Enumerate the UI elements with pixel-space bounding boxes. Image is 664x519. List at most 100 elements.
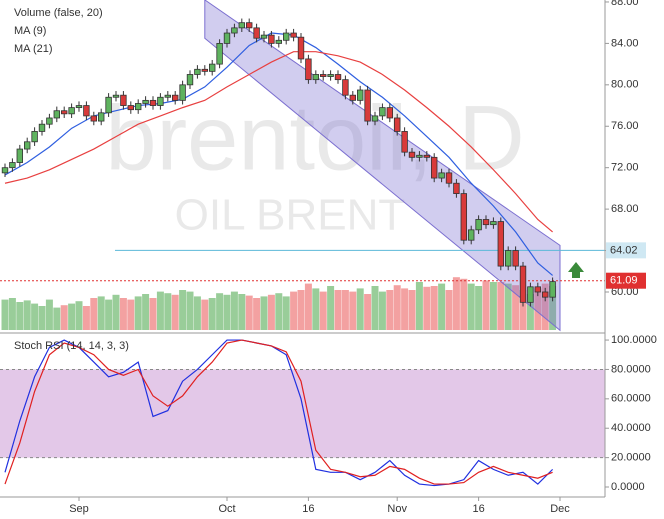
volume-bar — [541, 283, 549, 330]
trend-channel — [204, 0, 561, 332]
candle-body — [105, 96, 112, 114]
volume-bar — [423, 286, 431, 330]
candle-body — [275, 39, 283, 44]
volume-bar — [105, 299, 113, 330]
volume-bar — [401, 288, 409, 330]
y-tick-label: 88.00 — [611, 0, 639, 8]
candle-body — [438, 172, 445, 179]
candle-body — [231, 27, 238, 34]
candle-body — [305, 58, 312, 81]
y-tick-label: 72.00 — [611, 162, 639, 174]
y-tick-label: 80.0000 — [611, 363, 651, 375]
volume-bar — [267, 294, 275, 330]
candle-body — [201, 68, 209, 72]
y-tick-label: 84.00 — [611, 37, 639, 49]
candle-body — [216, 42, 223, 65]
volume-bar — [460, 278, 468, 330]
candle-body — [98, 112, 105, 122]
candle-body — [482, 219, 490, 226]
volume-bar — [512, 285, 520, 330]
volume-bar — [475, 286, 483, 330]
price-tag-label: 64.02 — [610, 244, 638, 256]
volume-bar — [23, 300, 31, 330]
x-tick-label: 16 — [302, 503, 314, 515]
candle-body — [46, 117, 53, 125]
candle-body — [16, 148, 24, 163]
x-tick-label: 16 — [472, 503, 484, 515]
volume-bar — [179, 290, 187, 330]
volume-bar — [75, 301, 83, 330]
x-tick-label: Sep — [69, 503, 89, 515]
volume-bar — [112, 294, 120, 330]
y-tick-label: 40.0000 — [611, 422, 651, 434]
volume-bar — [341, 290, 349, 330]
candle-body — [490, 221, 497, 226]
candle-body — [408, 151, 416, 158]
volume-bar — [8, 298, 16, 330]
candle-body — [342, 79, 349, 96]
volume-bar — [430, 286, 438, 330]
candle-body — [327, 74, 334, 77]
candle-body — [379, 107, 386, 117]
candle-body — [172, 94, 179, 101]
candle-body — [194, 68, 201, 75]
candle-body — [394, 117, 401, 132]
price-tag-label: 61.09 — [610, 275, 638, 287]
y-tick-label: 76.00 — [611, 120, 639, 132]
candle-body — [164, 94, 172, 98]
volume-bar — [230, 291, 238, 330]
candle-body — [334, 74, 342, 81]
candle-body — [290, 32, 297, 38]
volume-bar — [186, 291, 194, 330]
candle-body — [112, 94, 120, 98]
volume-bar — [319, 291, 327, 330]
plot-area — [0, 0, 605, 487]
candle-body — [1, 167, 9, 174]
volume-bar — [134, 296, 142, 330]
candle-body — [401, 131, 408, 153]
volume-bar — [82, 306, 90, 330]
candle-body — [475, 219, 482, 231]
volume-bar — [534, 288, 542, 330]
x-tick-label: Oct — [218, 503, 235, 515]
volume-bar — [549, 286, 557, 330]
volume-bar — [364, 294, 372, 330]
volume-bar — [312, 288, 320, 330]
volume-bar — [260, 296, 268, 330]
volume-bar — [408, 290, 416, 330]
candle-body — [468, 229, 475, 241]
candle-body — [497, 221, 505, 267]
oscillator-title: Stoch RSI (14, 14, 3, 3) — [14, 340, 129, 352]
volume-bar — [356, 288, 364, 330]
candle-body — [253, 27, 260, 39]
volume-bar — [142, 294, 150, 330]
candle-body — [549, 281, 556, 298]
volume-bar — [253, 298, 261, 330]
volume-bar — [38, 306, 46, 330]
y-tick-label: 60.0000 — [611, 393, 651, 405]
volume-bar — [349, 291, 357, 330]
volume-bar — [238, 294, 246, 330]
candle-body — [268, 34, 275, 44]
x-tick-label: Nov — [387, 503, 407, 515]
y-tick-label: 68.00 — [611, 203, 639, 215]
up-arrow-icon — [568, 262, 584, 278]
candle-body — [445, 172, 453, 184]
candle-body — [349, 94, 357, 101]
candle-body — [416, 154, 423, 158]
volume-bar — [467, 283, 475, 330]
volume-bar — [245, 295, 253, 330]
legend-entry: MA (9) — [14, 25, 46, 37]
volume-bar — [171, 294, 179, 330]
candle-body — [142, 99, 149, 104]
candle-body — [68, 107, 75, 115]
candle-body — [512, 250, 519, 267]
candle-body — [127, 105, 135, 111]
candle-body — [527, 286, 534, 303]
oscillator-line — [4, 339, 553, 485]
volume-bar — [282, 296, 290, 330]
volume-bar — [497, 282, 505, 330]
candle-body — [386, 107, 394, 119]
candle-body — [61, 110, 68, 115]
candle-body — [238, 22, 246, 29]
